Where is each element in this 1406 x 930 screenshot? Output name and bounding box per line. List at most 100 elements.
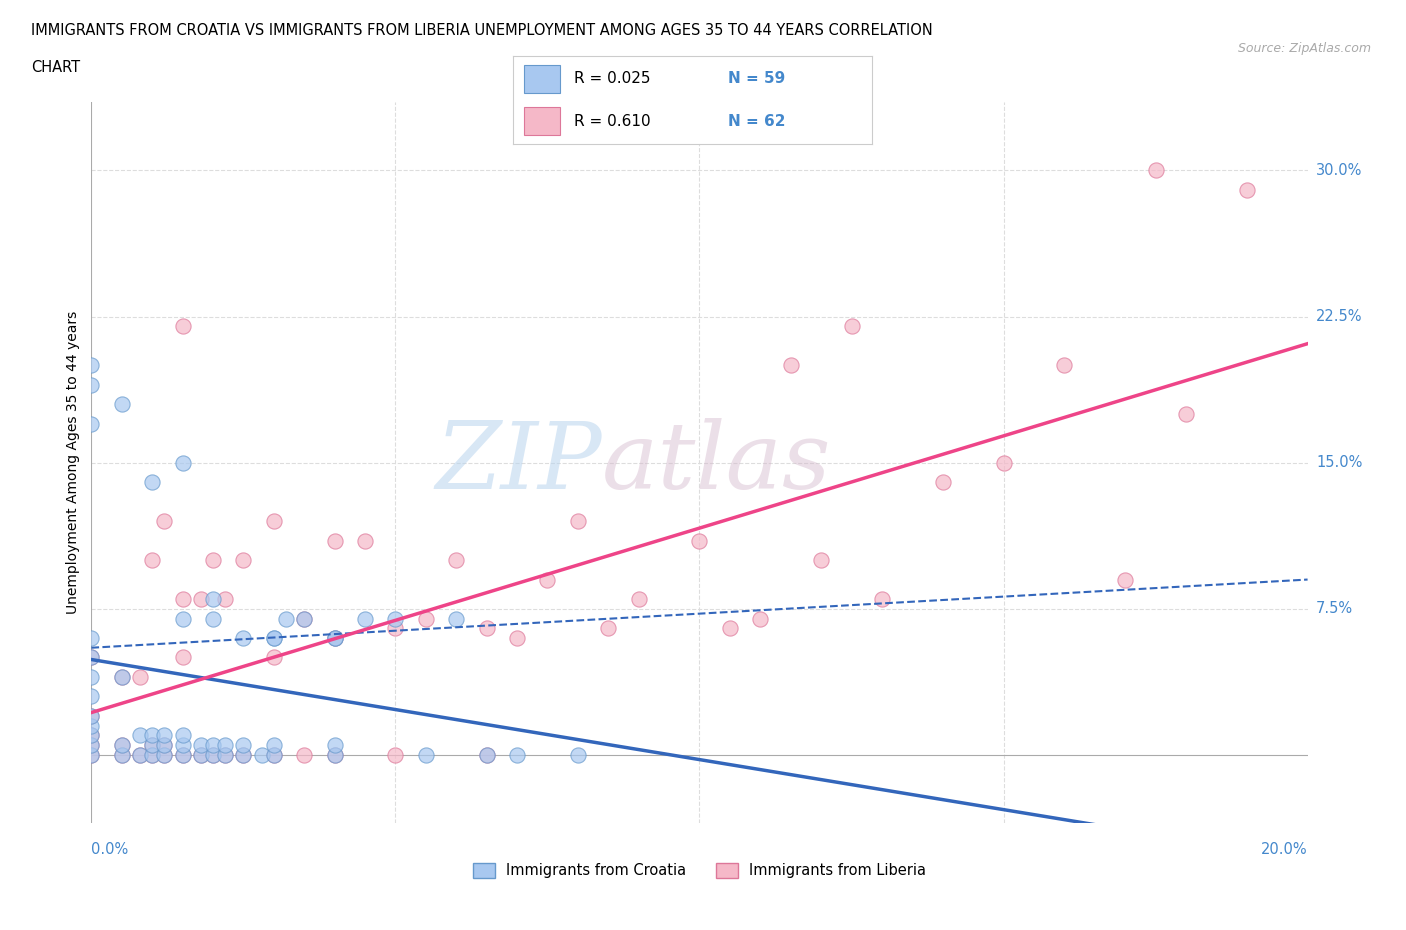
Point bbox=[415, 748, 437, 763]
Point bbox=[202, 591, 225, 606]
Point bbox=[172, 650, 194, 665]
Point bbox=[263, 631, 285, 645]
Point bbox=[153, 748, 176, 763]
Legend: Immigrants from Croatia, Immigrants from Liberia: Immigrants from Croatia, Immigrants from… bbox=[467, 857, 932, 884]
Bar bbox=[524, 107, 560, 136]
Point bbox=[263, 650, 285, 665]
Point bbox=[749, 611, 772, 626]
Point bbox=[274, 611, 297, 626]
Point bbox=[129, 728, 152, 743]
Point bbox=[292, 611, 315, 626]
Point bbox=[214, 748, 236, 763]
Point bbox=[323, 737, 346, 752]
Point bbox=[232, 737, 254, 752]
Text: N = 59: N = 59 bbox=[728, 72, 786, 86]
Text: CHART: CHART bbox=[31, 60, 80, 75]
Point bbox=[172, 591, 194, 606]
Point bbox=[141, 748, 163, 763]
Point bbox=[263, 748, 285, 763]
Point bbox=[111, 737, 134, 752]
Point bbox=[80, 728, 103, 743]
Point bbox=[292, 748, 315, 763]
Point bbox=[129, 670, 152, 684]
Bar bbox=[524, 65, 560, 93]
Point bbox=[129, 748, 152, 763]
Point bbox=[202, 748, 225, 763]
Text: 30.0%: 30.0% bbox=[1316, 163, 1362, 178]
Point bbox=[111, 737, 134, 752]
Point bbox=[202, 552, 225, 567]
Point bbox=[475, 748, 498, 763]
Point bbox=[202, 748, 225, 763]
Point bbox=[232, 748, 254, 763]
Point bbox=[1174, 406, 1197, 421]
Point bbox=[415, 611, 437, 626]
Point bbox=[292, 611, 315, 626]
Point bbox=[384, 611, 406, 626]
Point bbox=[536, 572, 558, 587]
Point bbox=[1236, 182, 1258, 197]
Point bbox=[190, 591, 212, 606]
Point bbox=[172, 748, 194, 763]
Point bbox=[718, 621, 741, 636]
Point bbox=[688, 533, 710, 548]
Point bbox=[80, 650, 103, 665]
Text: R = 0.610: R = 0.610 bbox=[574, 113, 651, 128]
Point bbox=[810, 552, 832, 567]
Point bbox=[172, 319, 194, 334]
Point bbox=[598, 621, 620, 636]
Point bbox=[141, 474, 163, 489]
Point bbox=[80, 709, 103, 724]
Point bbox=[870, 591, 893, 606]
Text: 22.5%: 22.5% bbox=[1316, 309, 1362, 324]
Point bbox=[190, 748, 212, 763]
Point bbox=[153, 728, 176, 743]
Point bbox=[263, 748, 285, 763]
Point bbox=[80, 748, 103, 763]
Point bbox=[80, 670, 103, 684]
Point bbox=[841, 319, 863, 334]
Point bbox=[80, 709, 103, 724]
Point bbox=[567, 513, 589, 528]
Point bbox=[263, 631, 285, 645]
Point bbox=[190, 737, 212, 752]
Point bbox=[141, 737, 163, 752]
Text: IMMIGRANTS FROM CROATIA VS IMMIGRANTS FROM LIBERIA UNEMPLOYMENT AMONG AGES 35 TO: IMMIGRANTS FROM CROATIA VS IMMIGRANTS FR… bbox=[31, 23, 932, 38]
Point bbox=[214, 748, 236, 763]
Text: atlas: atlas bbox=[602, 418, 832, 508]
Point bbox=[80, 631, 103, 645]
Point bbox=[111, 748, 134, 763]
Point bbox=[384, 621, 406, 636]
Point bbox=[323, 748, 346, 763]
Point bbox=[172, 728, 194, 743]
Point bbox=[214, 737, 236, 752]
Point bbox=[141, 748, 163, 763]
Point bbox=[506, 748, 529, 763]
Point bbox=[263, 513, 285, 528]
Point bbox=[475, 621, 498, 636]
Point bbox=[354, 611, 377, 626]
Point bbox=[80, 737, 103, 752]
Text: ZIP: ZIP bbox=[436, 418, 602, 508]
Point bbox=[111, 397, 134, 412]
Point bbox=[129, 748, 152, 763]
Point bbox=[80, 378, 103, 392]
Point bbox=[323, 631, 346, 645]
Point bbox=[250, 748, 273, 763]
Point bbox=[779, 358, 801, 373]
Point bbox=[172, 737, 194, 752]
Point bbox=[475, 748, 498, 763]
Point bbox=[931, 474, 953, 489]
Point bbox=[141, 552, 163, 567]
Point bbox=[80, 748, 103, 763]
Point bbox=[153, 513, 176, 528]
Point bbox=[153, 748, 176, 763]
Text: N = 62: N = 62 bbox=[728, 113, 786, 128]
Y-axis label: Unemployment Among Ages 35 to 44 years: Unemployment Among Ages 35 to 44 years bbox=[66, 311, 80, 615]
Text: 20.0%: 20.0% bbox=[1261, 842, 1308, 857]
Point bbox=[141, 737, 163, 752]
Point bbox=[111, 670, 134, 684]
Point bbox=[627, 591, 650, 606]
Point bbox=[80, 718, 103, 733]
Point bbox=[323, 631, 346, 645]
